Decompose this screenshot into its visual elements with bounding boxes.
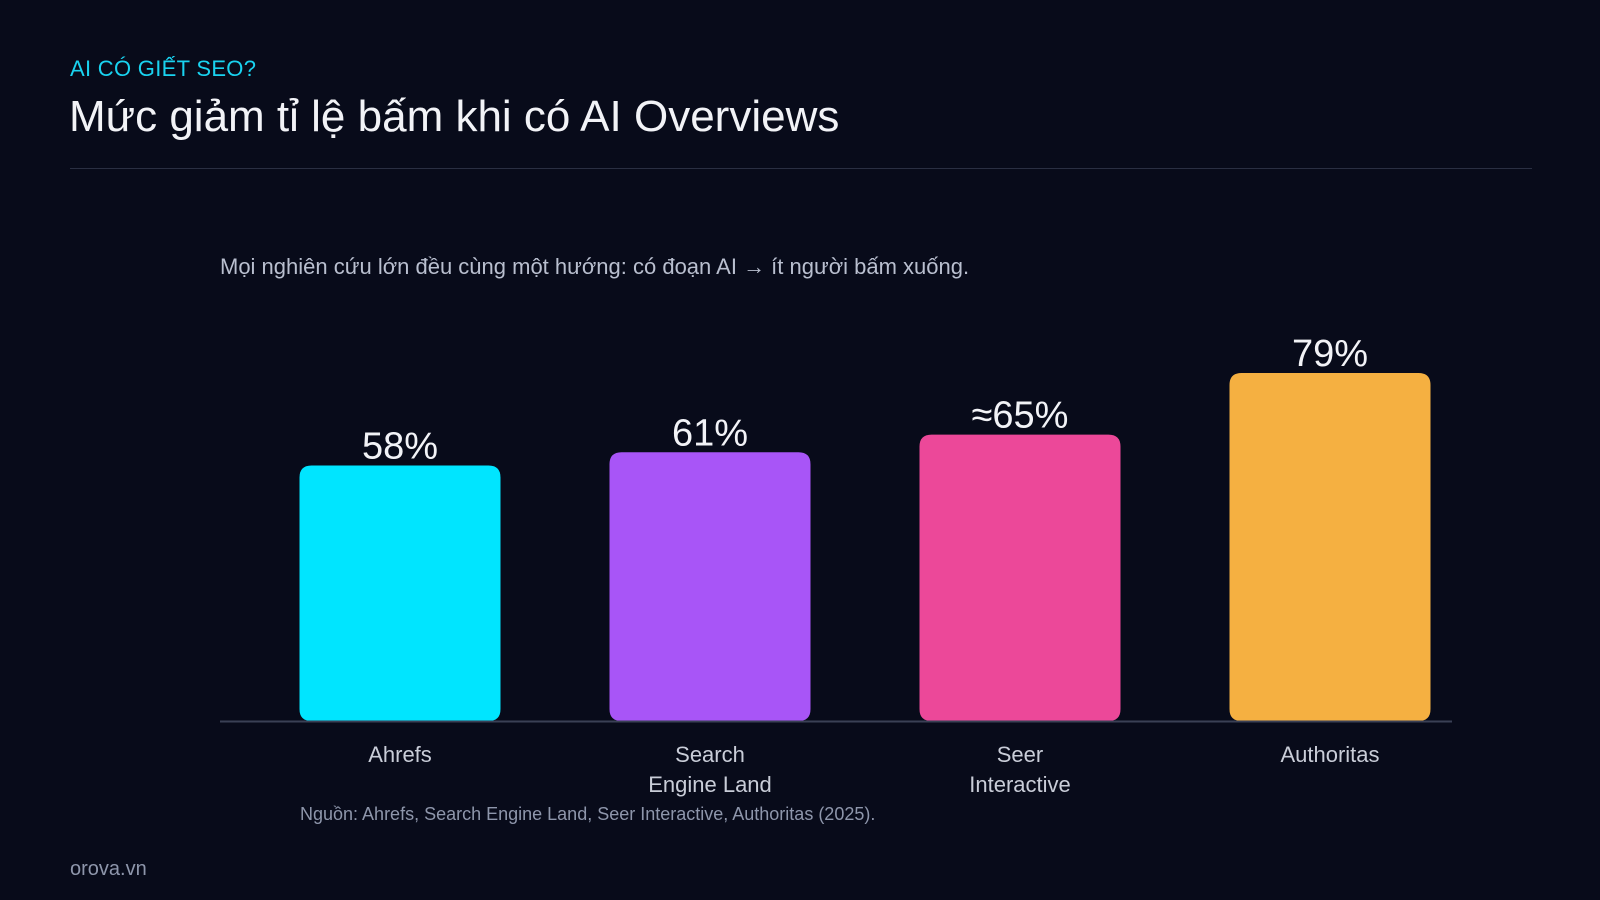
bar-3 [919, 434, 1121, 721]
value-label: 61% [672, 412, 748, 454]
category-label: Search [675, 742, 745, 767]
header-divider [70, 168, 1532, 169]
bar-2 [609, 452, 811, 721]
value-label: 79% [1292, 333, 1368, 375]
brand-footer: orova.vn [70, 858, 147, 880]
value-label: ≈65% [972, 395, 1069, 437]
chart-subtitle: Mọi nghiên cứu lớn đều cùng một hướng: c… [220, 254, 970, 279]
category-label: Authoritas [1280, 742, 1379, 767]
source-note: Nguồn: Ahrefs, Search Engine Land, Seer … [300, 804, 876, 824]
value-label: 58% [362, 426, 438, 468]
eyebrow-label: AI CÓ GIẾT SEO? [70, 56, 257, 81]
category-label: Seer [997, 742, 1043, 767]
category-label: Interactive [969, 772, 1071, 797]
bar-4 [1229, 373, 1431, 721]
category-label: Engine Land [648, 772, 772, 797]
category-label: Ahrefs [368, 742, 432, 767]
page-title: Mức giảm tỉ lệ bấm khi có AI Overviews [69, 92, 840, 141]
bar-1 [299, 465, 501, 721]
